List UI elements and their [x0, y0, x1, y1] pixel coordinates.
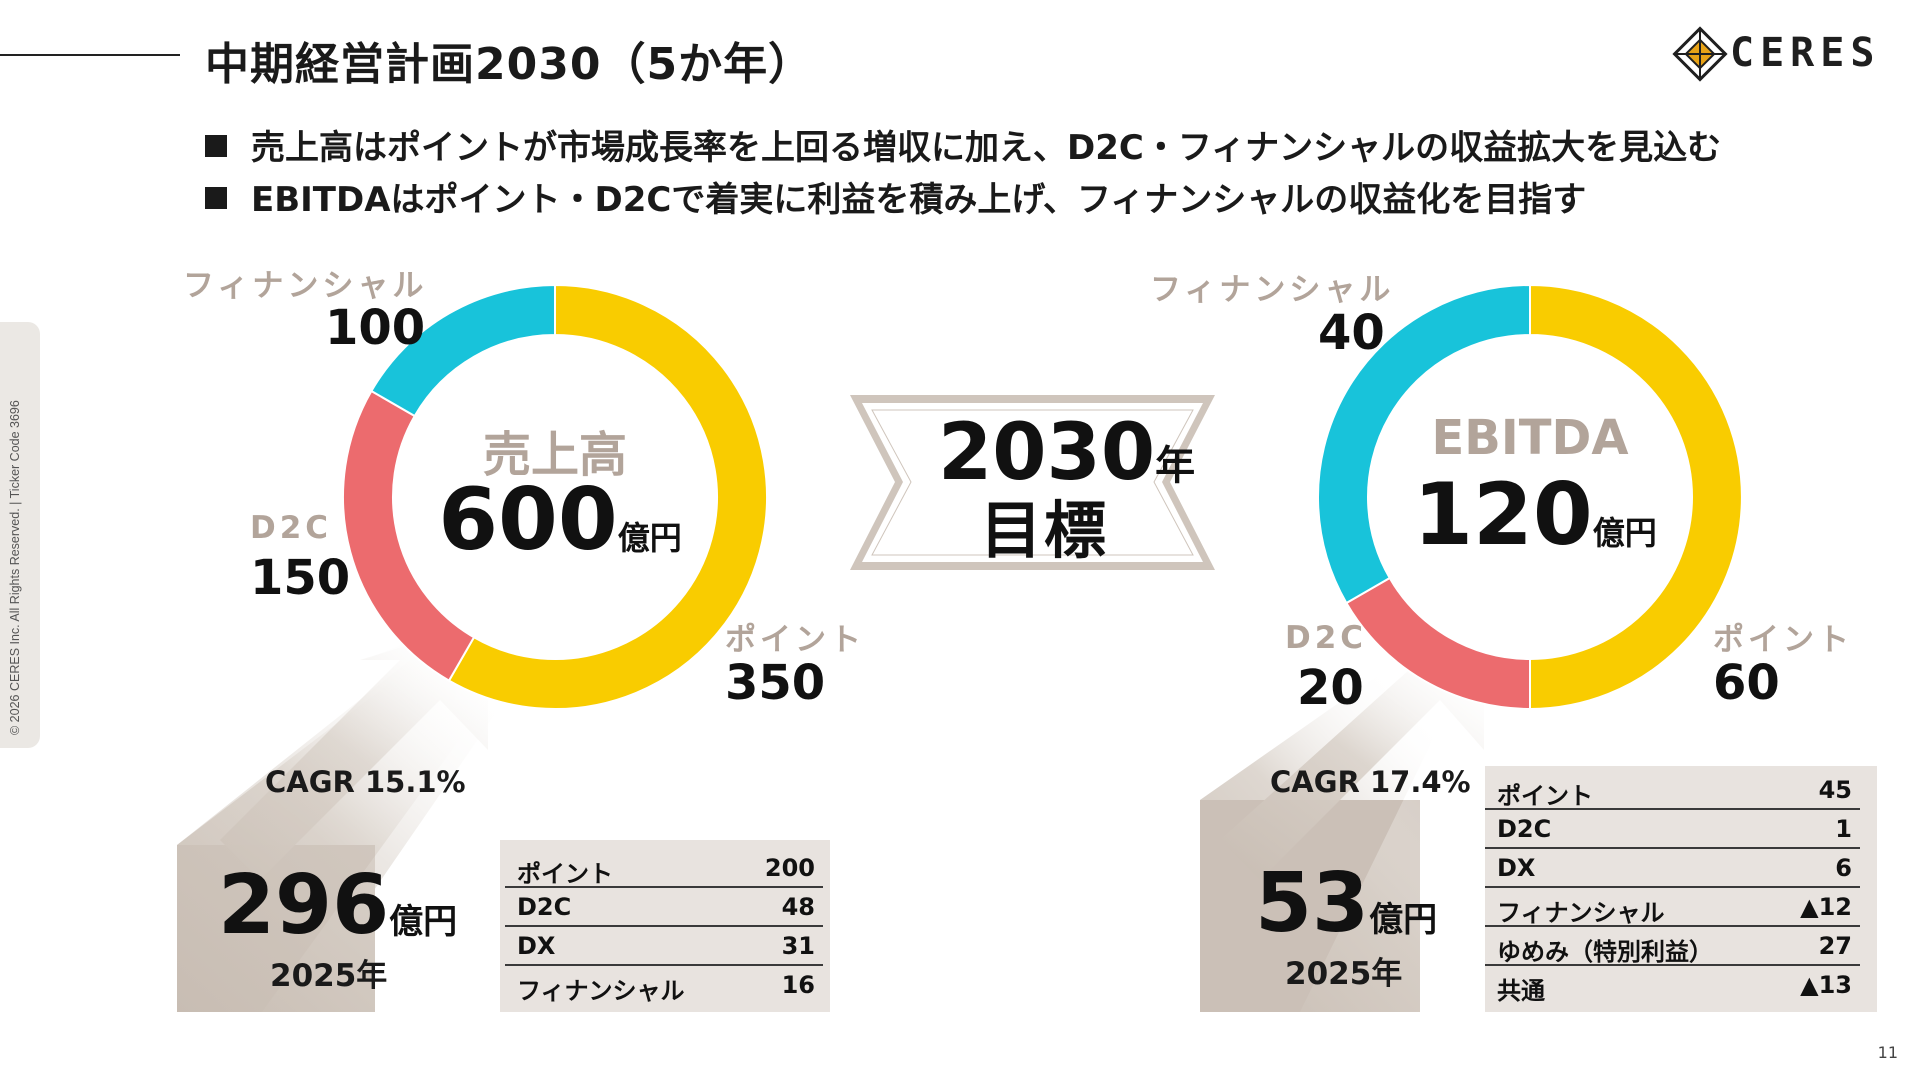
donut-slice-financial	[1317, 283, 1531, 605]
table-row: フィナンシャル ▲12	[1485, 887, 1860, 927]
base-unit: 億円	[389, 902, 458, 942]
row-label: D2C	[1497, 815, 1552, 843]
chart-title-revenue: 売上高	[482, 427, 627, 483]
label-point-revenue: ポイント	[725, 622, 865, 658]
total-unit: 億円	[617, 519, 682, 557]
row-value: 16	[781, 971, 815, 999]
base-value: 296	[218, 858, 390, 953]
label-d2c-revenue: D2C	[250, 510, 333, 546]
row-label: DX	[517, 932, 556, 960]
donut-slices-ebitda	[1317, 283, 1743, 711]
value-d2c-revenue: 150	[250, 550, 351, 606]
total-value: 600	[438, 470, 618, 570]
table-row: ポイント 45	[1485, 770, 1860, 810]
cagr-revenue: CAGR 15.1%	[265, 765, 466, 799]
table-row: ゆめみ（特別利益） 27	[1485, 926, 1860, 966]
chart-total-revenue: 600億円	[400, 470, 720, 570]
row-value: 6	[1835, 854, 1852, 882]
donut-slices-revenue	[342, 283, 768, 710]
bullet-revenue: 売上高はポイントが市場成長率を上回る増収に加え、D2C・フィナンシャルの収益拡大…	[205, 120, 1721, 169]
target-banner	[850, 395, 1215, 570]
donut-chart-revenue	[342, 283, 768, 710]
label-d2c-ebitda: D2C	[1285, 620, 1368, 656]
donut-slice-point	[1529, 283, 1743, 711]
row-label: DX	[1497, 854, 1536, 882]
company-logo: CERES	[1672, 24, 1874, 84]
label-financial-ebitda: フィナンシャル	[1150, 272, 1395, 308]
banner-year-value: 2030	[938, 408, 1156, 498]
value-point-revenue: 350	[725, 655, 826, 711]
donut-chart-ebitda	[1317, 283, 1743, 711]
base-value: 53	[1255, 856, 1370, 951]
title-rule	[0, 54, 180, 56]
row-value: ▲12	[1800, 893, 1852, 921]
breakdown-table-ebitda: ポイント 45 D2C 1 DX 6 フィナンシャル ▲12 ゆめみ（特別利益） 27 共通 ▲13	[1485, 770, 1860, 1006]
table-row: DX 6	[1485, 848, 1860, 888]
row-value: 48	[781, 893, 815, 921]
breakdown-table-revenue: ポイント 200 D2C 48 DX 31 フィナンシャル 16	[505, 848, 823, 1008]
table-bg-right	[1485, 766, 1877, 1012]
base-unit: 億円	[1369, 900, 1438, 940]
base-year-ebitda: 2025年	[1285, 956, 1403, 992]
row-label: ポイント	[1497, 782, 1593, 810]
ceres-logo-icon	[1672, 26, 1728, 82]
table-row: 共通 ▲13	[1485, 965, 1860, 1005]
banner-year: 2030年	[938, 408, 1195, 498]
chart-title-ebitda: EBITDA	[1431, 410, 1629, 466]
table-row: D2C 1	[1485, 809, 1860, 849]
page-number: 11	[1877, 1043, 1898, 1062]
table-row: ポイント 200	[505, 848, 823, 888]
row-label: ポイント	[517, 860, 613, 888]
chart-total-ebitda: 120億円	[1375, 465, 1695, 565]
row-value: 1	[1835, 815, 1852, 843]
value-point-ebitda: 60	[1713, 655, 1780, 711]
row-label: ゆめみ（特別利益）	[1497, 938, 1713, 966]
donut-slice-d2c	[1345, 576, 1531, 711]
value-financial-ebitda: 40	[1318, 305, 1385, 361]
total-unit: 億円	[1592, 514, 1657, 552]
donut-slice-point	[447, 283, 768, 710]
square-bullet-icon	[205, 187, 227, 209]
square-bullet-icon	[205, 135, 227, 157]
page-title: 中期経営計画2030（5か年）	[205, 39, 814, 90]
base-ebitda: 53億円	[1255, 856, 1437, 951]
row-value: 45	[1818, 776, 1852, 804]
base-year-revenue: 2025年	[270, 958, 388, 994]
label-point-ebitda: ポイント	[1713, 622, 1853, 658]
row-value: 200	[764, 854, 815, 882]
row-value: 27	[1818, 932, 1852, 960]
table-row: フィナンシャル 16	[505, 965, 823, 1005]
logo-wordmark: CERES	[1730, 30, 1881, 76]
value-financial-revenue: 100	[325, 300, 426, 356]
bullet-text: EBITDAはポイント・D2Cで着実に利益を積み上げ、フィナンシャルの収益化を目…	[251, 180, 1587, 220]
row-label: フィナンシャル	[517, 977, 685, 1005]
banner-label: 目標	[980, 494, 1109, 567]
row-label: フィナンシャル	[1497, 899, 1665, 927]
banner-year-suffix: 年	[1155, 443, 1196, 489]
label-financial-revenue: フィナンシャル	[183, 268, 428, 304]
table-row: D2C 48	[505, 887, 823, 927]
bullet-text: 売上高はポイントが市場成長率を上回る増収に加え、D2C・フィナンシャルの収益拡大…	[251, 128, 1722, 168]
cagr-ebitda: CAGR 17.4%	[1270, 765, 1471, 799]
row-value: ▲13	[1800, 971, 1852, 999]
row-label: D2C	[517, 893, 572, 921]
growth-arrow-left	[177, 620, 505, 1012]
growth-arrow-right	[1200, 620, 1484, 1012]
total-value: 120	[1413, 465, 1593, 565]
bullet-ebitda: EBITDAはポイント・D2Cで着実に利益を積み上げ、フィナンシャルの収益化を目…	[205, 172, 1586, 221]
row-label: 共通	[1497, 977, 1545, 1005]
donut-slice-financial	[370, 283, 556, 418]
base-revenue: 296億円	[218, 858, 457, 953]
row-value: 31	[781, 932, 815, 960]
table-row: DX 31	[505, 926, 823, 966]
side-tab	[0, 322, 40, 748]
value-d2c-ebitda: 20	[1297, 660, 1364, 716]
